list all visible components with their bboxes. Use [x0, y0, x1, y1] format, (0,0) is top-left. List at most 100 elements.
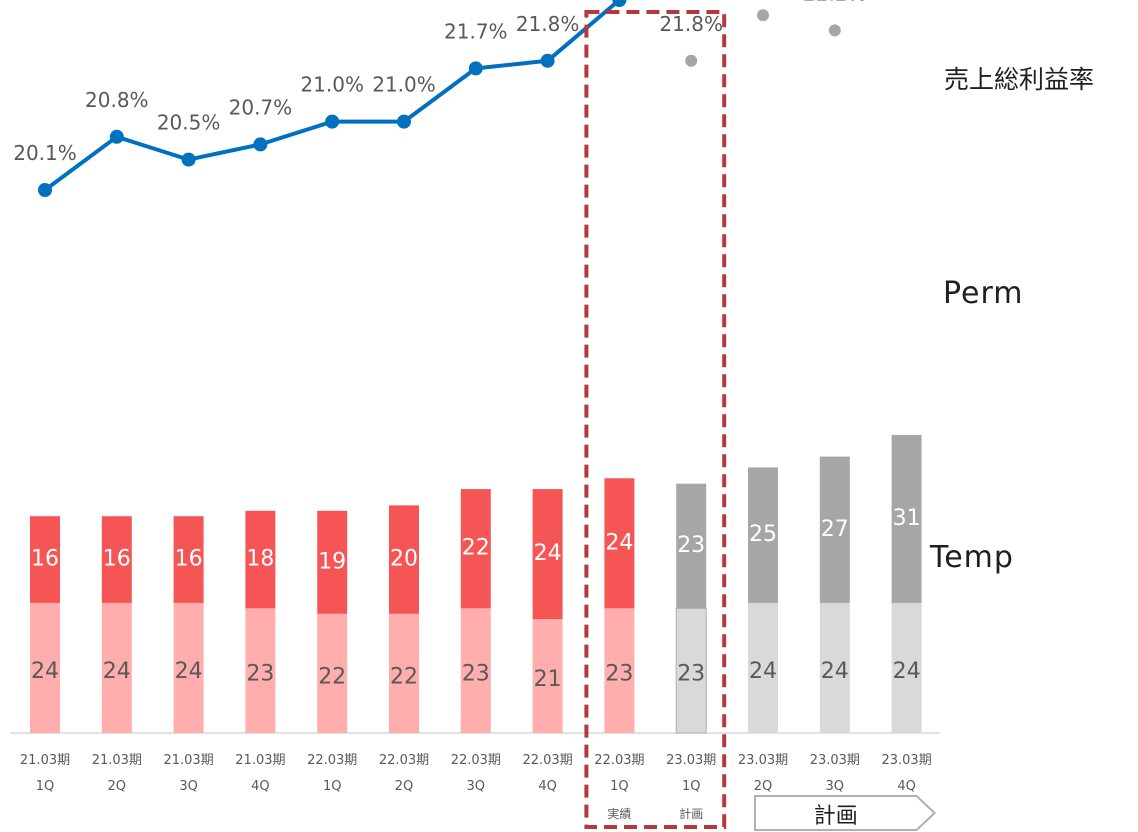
bar-perm [532, 489, 563, 620]
data-label-temp: 21 [534, 667, 562, 692]
data-label-temp: 23 [462, 662, 490, 687]
tick-label-period: 22.03期 [379, 753, 429, 768]
bar-perm [460, 489, 491, 609]
bar-temp [173, 602, 204, 733]
gross-margin-point [468, 61, 483, 76]
bar-temp [675, 607, 707, 734]
tick-label-note: 計画 [679, 806, 703, 821]
bar-temp [748, 602, 778, 733]
bar-perm [819, 456, 850, 603]
bar-perm [30, 516, 60, 603]
data-label-temp: 23 [246, 662, 274, 687]
data-label-perm: 25 [749, 522, 777, 547]
tick-label-period: 22.03期 [594, 753, 644, 768]
tick-label-period: 21.03期 [235, 753, 285, 768]
bar-temp [532, 619, 563, 733]
bar-perm [891, 434, 922, 603]
data-label-perm: 16 [175, 547, 203, 572]
gross-margin-point [397, 114, 411, 129]
gross-margin-point [685, 54, 698, 67]
gross-margin-point [325, 114, 340, 129]
legend-gross-margin: 売上総利益率 [944, 65, 1095, 94]
tick-label-period: 21.03期 [92, 753, 142, 768]
tick-label-period: 22.03期 [522, 753, 572, 768]
gross-margin-point [828, 24, 841, 37]
tick-label-period: 23.03期 [666, 753, 716, 768]
bar-temp [30, 602, 60, 733]
legend-perm: Perm [943, 276, 1024, 311]
tick-label-quarter: 3Q [467, 779, 486, 794]
data-label-perm: 31 [893, 506, 921, 531]
bar-perm [173, 516, 204, 603]
gross-margin-label: 20.7% [229, 95, 293, 119]
gross-margin-point [38, 183, 52, 197]
tick-label-quarter: 3Q [826, 779, 845, 794]
gross-margin-label: 21.7% [444, 19, 508, 43]
gross-margin-point [181, 152, 196, 167]
bar-perm [748, 467, 778, 603]
tick-label-quarter: 4Q [251, 779, 270, 794]
tick-label-quarter: 1Q [610, 779, 629, 794]
tick-label-quarter: 1Q [36, 779, 55, 794]
data-label-temp: 23 [605, 662, 633, 687]
bar-temp [891, 602, 922, 733]
bar-temp [819, 602, 850, 733]
data-label-perm: 19 [318, 549, 346, 574]
gross-margin-label: 22.2% [803, 0, 867, 5]
bar-perm [245, 510, 276, 609]
tick-label-period: 21.03期 [163, 753, 213, 768]
bar-temp [317, 613, 348, 733]
bar-temp [245, 608, 276, 733]
tick-label-period: 23.03期 [881, 753, 931, 768]
gross-margin-point [612, 0, 627, 7]
tick-label-quarter: 2Q [754, 779, 773, 794]
plan-arrow-label: 計画 [814, 804, 858, 829]
tick-label-period: 23.03期 [738, 753, 788, 768]
tick-label-quarter: 2Q [108, 779, 127, 794]
tick-label-quarter: 4Q [538, 779, 557, 794]
gross-margin-label: 21.8% [659, 12, 723, 36]
bar-temp [389, 613, 419, 733]
data-label-temp: 24 [821, 659, 849, 684]
bar-perm [676, 483, 707, 609]
bar-perm [101, 516, 132, 603]
data-label-perm: 24 [534, 541, 562, 566]
data-label-perm: 20 [390, 547, 418, 572]
bar-temp [460, 608, 491, 733]
tick-label-quarter: 1Q [682, 779, 701, 794]
data-label-perm: 27 [821, 517, 849, 542]
gross-margin-label: 20.8% [85, 88, 149, 112]
data-label-perm: 22 [462, 536, 490, 561]
tick-label-period: 23.03期 [810, 753, 860, 768]
gross-margin-label: 21.8% [516, 12, 580, 36]
data-label-perm: 23 [677, 533, 705, 558]
gross-margin-point [757, 9, 769, 22]
data-label-perm: 16 [31, 547, 59, 572]
legend-temp: Temp [930, 540, 1014, 575]
bar-perm [389, 505, 419, 614]
data-label-temp: 24 [749, 659, 777, 684]
tick-label-quarter: 4Q [897, 779, 916, 794]
tick-label-period: 22.03期 [307, 753, 357, 768]
data-label-temp: 23 [677, 662, 705, 687]
bar-perm [604, 478, 635, 609]
tick-label-quarter: 2Q [395, 779, 414, 794]
gross-margin-label: 20.5% [157, 111, 221, 135]
gross-margin-point [540, 53, 555, 68]
tick-label-period: 21.03期 [20, 753, 70, 768]
highlight-box [584, 10, 727, 829]
gross-margin-point [253, 137, 268, 152]
data-label-temp: 24 [103, 659, 131, 684]
plan-arrow [754, 795, 937, 831]
tick-label-quarter: 3Q [179, 779, 198, 794]
data-label-perm: 24 [605, 530, 633, 555]
bar-temp [604, 608, 635, 733]
gross-margin-point [109, 129, 124, 144]
data-label-temp: 22 [318, 664, 346, 689]
gross-margin-label: 20.1% [13, 141, 77, 165]
data-label-temp: 24 [31, 659, 59, 684]
tick-label-quarter: 1Q [323, 779, 342, 794]
gross-margin-label: 21.0% [372, 73, 436, 97]
data-label-temp: 22 [390, 664, 418, 689]
